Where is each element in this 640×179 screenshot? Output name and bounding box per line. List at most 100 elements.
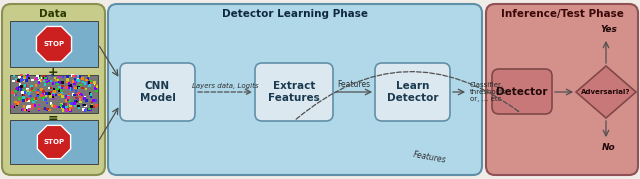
Bar: [24, 76, 26, 78]
Bar: [42, 96, 45, 99]
Bar: [53, 98, 56, 100]
Bar: [95, 84, 97, 86]
Bar: [76, 97, 78, 99]
Bar: [73, 82, 76, 84]
Bar: [19, 86, 21, 88]
Bar: [72, 80, 74, 83]
Bar: [77, 78, 79, 81]
Bar: [63, 106, 66, 109]
Bar: [74, 100, 77, 103]
Bar: [15, 78, 17, 80]
FancyBboxPatch shape: [10, 21, 98, 67]
Bar: [32, 101, 35, 103]
Bar: [40, 79, 42, 82]
Bar: [77, 93, 80, 95]
Bar: [23, 94, 26, 97]
Bar: [79, 75, 81, 78]
Bar: [39, 77, 42, 80]
Bar: [28, 77, 30, 79]
Bar: [84, 82, 86, 85]
Bar: [59, 81, 61, 83]
Bar: [38, 75, 40, 78]
Bar: [17, 79, 20, 82]
Bar: [77, 78, 80, 81]
Text: Adversarial?: Adversarial?: [581, 89, 631, 95]
Bar: [73, 94, 76, 96]
Bar: [56, 106, 58, 108]
Bar: [40, 94, 43, 97]
Bar: [65, 86, 68, 89]
Bar: [68, 86, 70, 89]
FancyBboxPatch shape: [10, 120, 98, 164]
Bar: [46, 81, 49, 83]
Bar: [18, 101, 20, 103]
Bar: [30, 85, 33, 88]
Bar: [58, 86, 61, 88]
Bar: [65, 95, 67, 97]
Bar: [22, 93, 24, 96]
Bar: [79, 101, 82, 103]
Bar: [31, 104, 34, 107]
Bar: [79, 96, 82, 98]
Bar: [58, 81, 61, 84]
Bar: [76, 94, 77, 96]
Bar: [50, 94, 52, 96]
Bar: [86, 77, 89, 80]
Bar: [38, 79, 40, 82]
Bar: [22, 75, 25, 78]
Bar: [83, 97, 86, 100]
Bar: [88, 84, 91, 87]
Bar: [45, 102, 48, 104]
Bar: [43, 108, 45, 110]
Bar: [21, 79, 24, 81]
Bar: [87, 108, 90, 111]
Bar: [30, 90, 33, 92]
Bar: [88, 81, 90, 84]
Bar: [74, 105, 76, 107]
Bar: [74, 87, 77, 89]
Bar: [15, 103, 17, 105]
Bar: [61, 92, 63, 94]
Bar: [67, 95, 70, 97]
Bar: [24, 84, 26, 87]
Bar: [58, 76, 61, 78]
Bar: [14, 90, 17, 92]
Bar: [68, 108, 71, 111]
Bar: [72, 75, 75, 77]
Bar: [52, 92, 55, 94]
Text: =: =: [48, 112, 58, 125]
Bar: [38, 104, 40, 106]
Bar: [25, 91, 28, 94]
Bar: [60, 93, 62, 95]
Bar: [16, 81, 19, 83]
Bar: [50, 102, 52, 105]
Bar: [27, 89, 29, 92]
Bar: [11, 91, 13, 94]
Bar: [42, 93, 45, 95]
Bar: [56, 82, 58, 84]
Bar: [61, 81, 64, 84]
Bar: [16, 103, 18, 106]
Bar: [77, 79, 80, 82]
Bar: [84, 96, 86, 99]
Bar: [84, 109, 86, 112]
Bar: [70, 89, 72, 91]
Bar: [42, 75, 45, 78]
Bar: [36, 75, 39, 78]
Bar: [35, 99, 37, 101]
Text: Features: Features: [337, 80, 371, 89]
Bar: [90, 93, 92, 96]
Bar: [22, 89, 25, 91]
Bar: [65, 96, 67, 99]
Bar: [60, 103, 63, 106]
Bar: [54, 94, 57, 96]
Bar: [49, 95, 52, 98]
Bar: [42, 91, 44, 94]
Bar: [31, 105, 33, 107]
Bar: [15, 101, 17, 103]
Bar: [61, 106, 63, 109]
Bar: [35, 78, 37, 80]
Bar: [45, 76, 47, 79]
Bar: [71, 74, 74, 77]
Bar: [74, 78, 76, 80]
